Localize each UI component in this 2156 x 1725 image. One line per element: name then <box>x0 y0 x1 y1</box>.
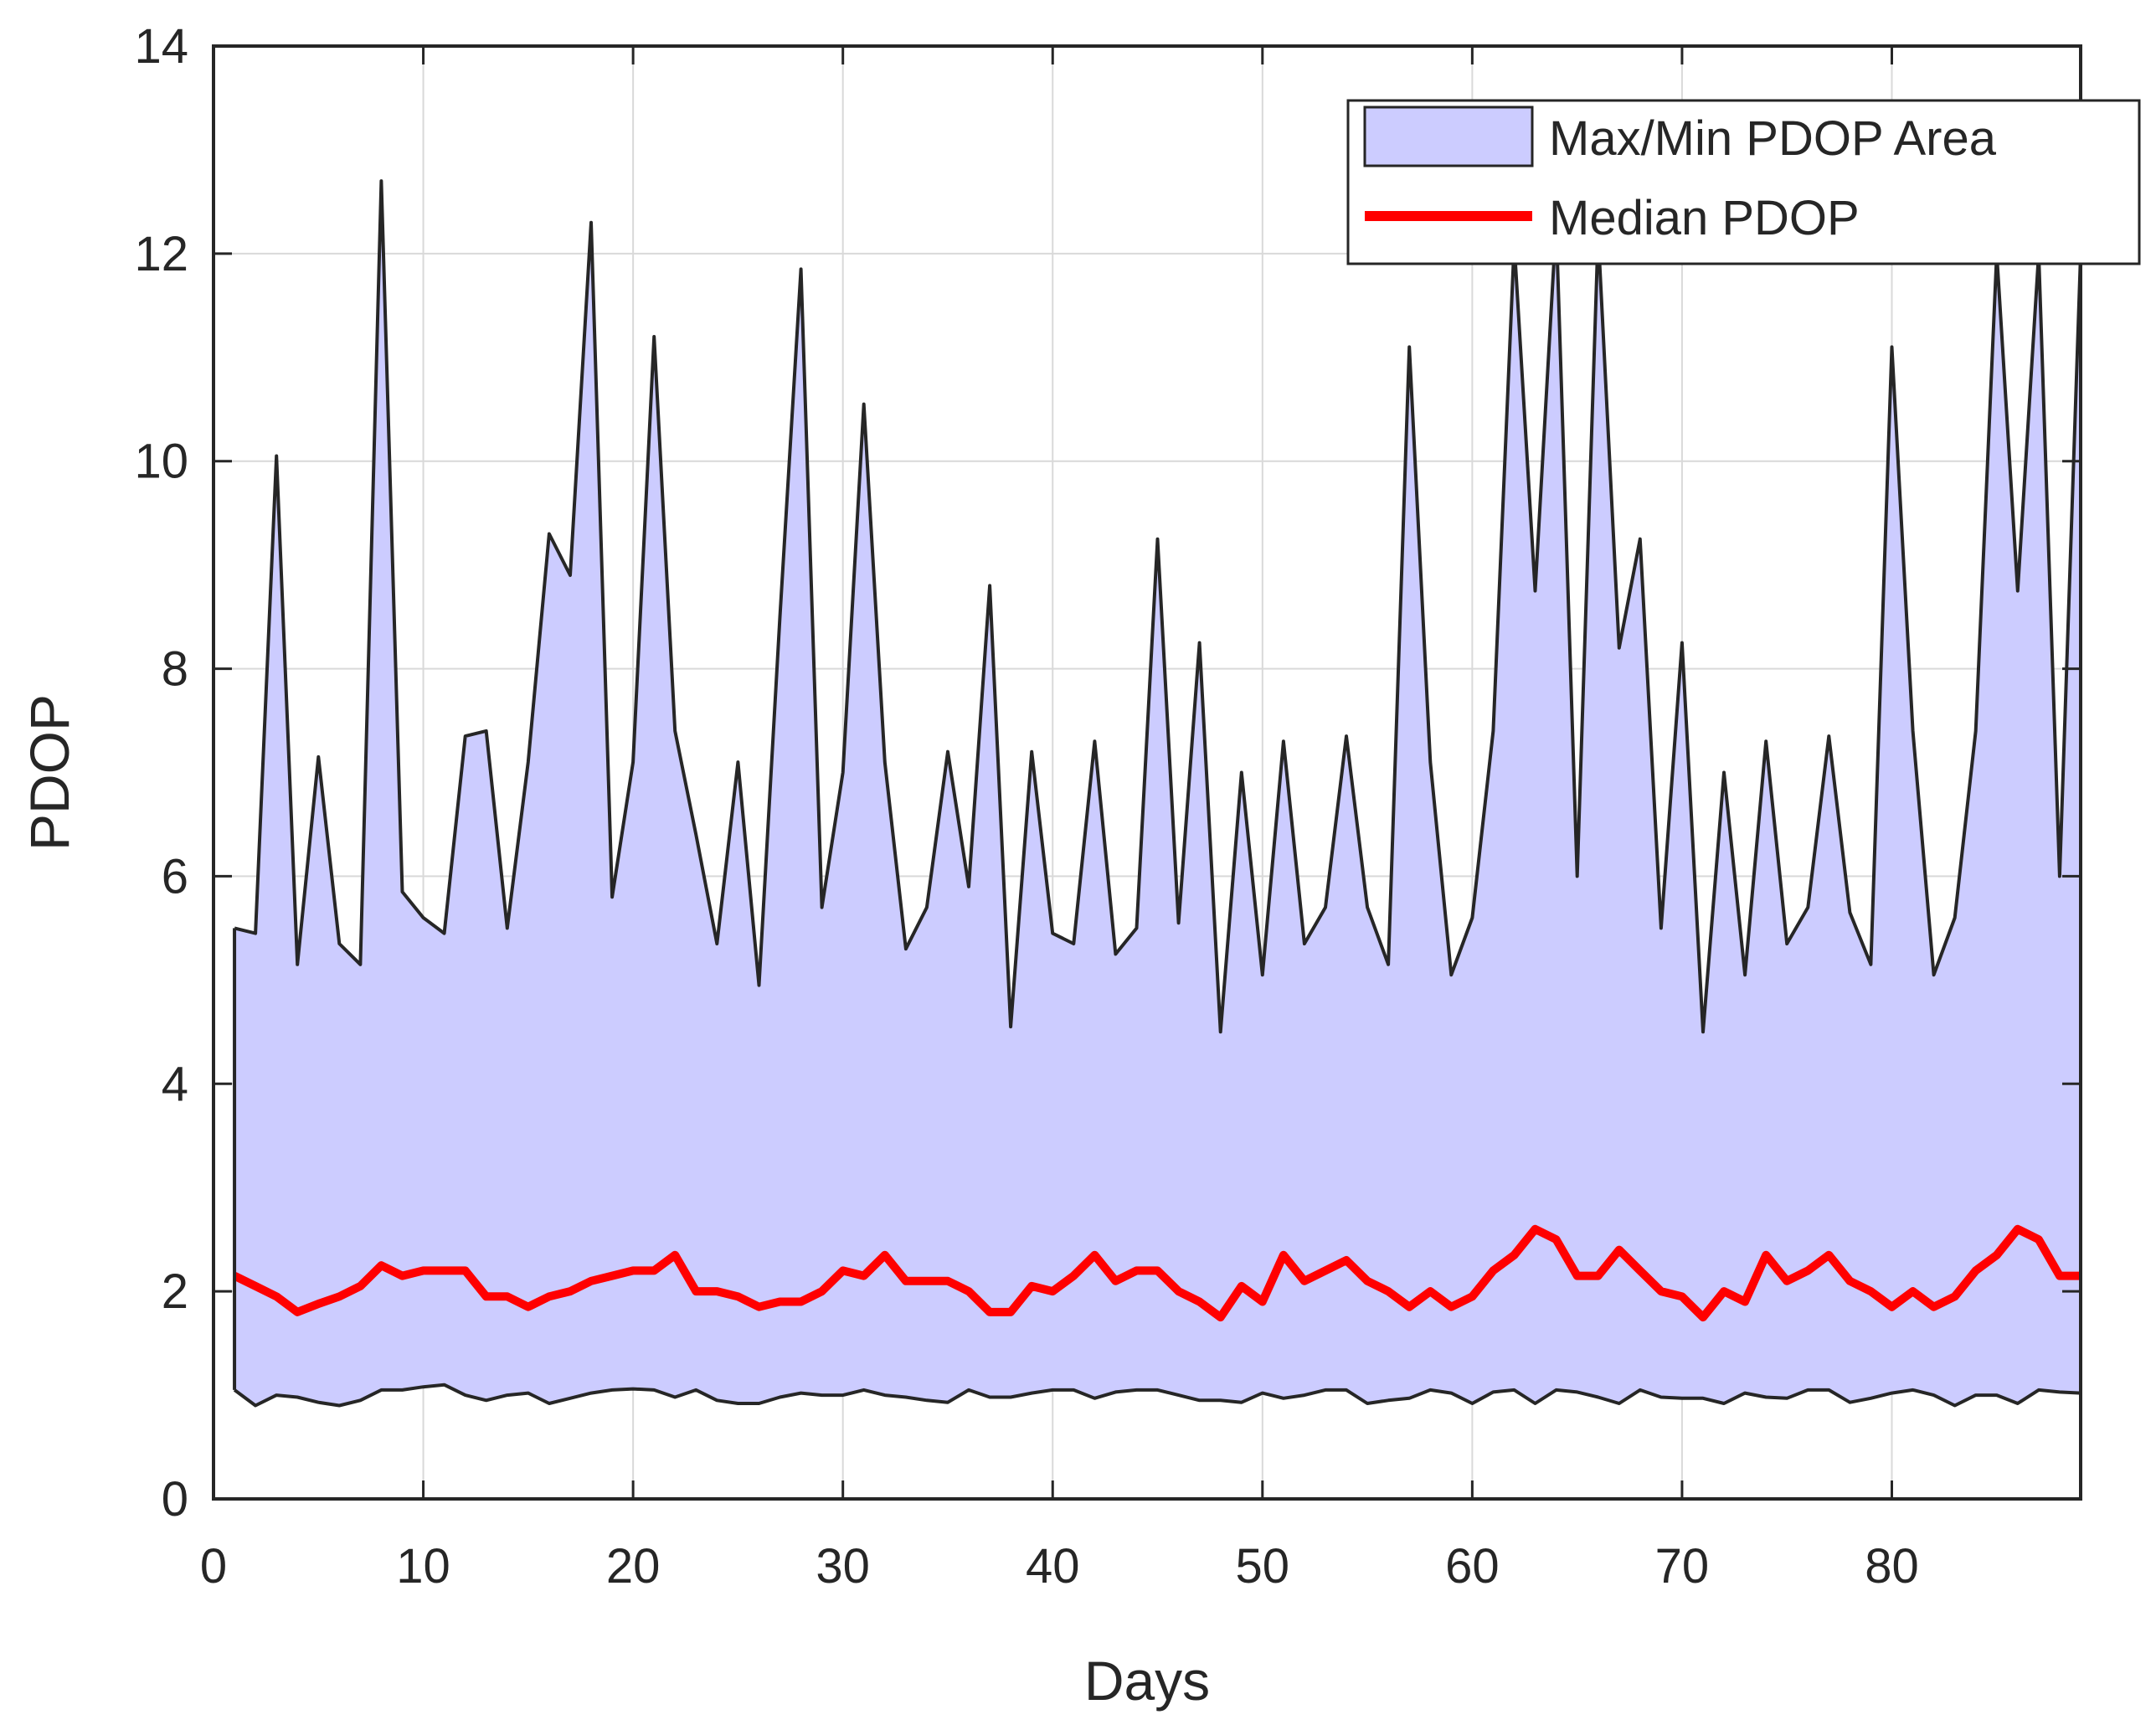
max-min-pdop-area <box>234 181 2081 1406</box>
x-tick-labels: 0 10 20 30 40 50 60 70 80 <box>200 1539 1919 1594</box>
y-tick-label: 10 <box>134 435 188 489</box>
legend-label-area: Max/Min PDOP Area <box>1549 111 1997 166</box>
legend: Max/Min PDOP Area Median PDOP <box>1346 99 2141 265</box>
y-tick-label: 2 <box>162 1264 188 1319</box>
legend-label-median: Median PDOP <box>1549 191 1860 245</box>
y-tick-label: 0 <box>162 1472 188 1527</box>
x-tick-label: 10 <box>396 1539 450 1594</box>
x-tick-label: 20 <box>606 1539 661 1594</box>
x-tick-label: 80 <box>1865 1539 1919 1594</box>
x-tick-label: 50 <box>1236 1539 1290 1594</box>
x-axis-label: Days <box>1084 1650 1210 1712</box>
y-tick-label: 8 <box>162 642 188 697</box>
legend-swatch-area <box>1363 106 1534 167</box>
y-tick-label: 14 <box>134 19 188 74</box>
x-tick-label: 30 <box>816 1539 870 1594</box>
x-tick-label: 60 <box>1445 1539 1500 1594</box>
median-pdop-line <box>232 1224 2081 1322</box>
max-pdop-line <box>234 179 2082 1034</box>
x-tick-label: 40 <box>1026 1539 1080 1594</box>
axes-box <box>212 44 2082 1501</box>
y-tick-labels: 0 2 4 6 8 10 12 14 <box>134 19 188 1527</box>
y-tick-label: 4 <box>162 1057 188 1111</box>
y-tick-label: 6 <box>162 849 188 904</box>
min-pdop-line <box>233 1383 2081 1408</box>
x-tick-label: 70 <box>1655 1539 1710 1594</box>
tick-marks <box>212 44 2081 1501</box>
x-tick-label: 0 <box>200 1539 227 1594</box>
y-axis-label: PDOP <box>18 694 80 851</box>
y-tick-label: 12 <box>134 227 188 281</box>
